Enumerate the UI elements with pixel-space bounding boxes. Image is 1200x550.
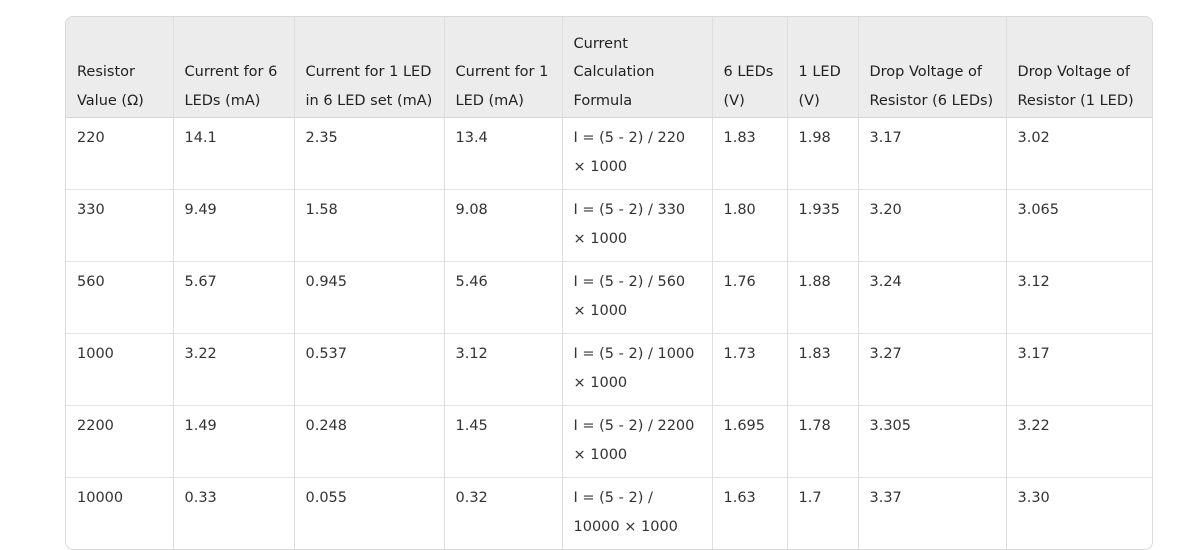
- table-cell: 3.065: [1006, 189, 1152, 262]
- table-cell: 1.76: [712, 261, 788, 334]
- table-cell: 3.24: [858, 261, 1007, 334]
- table-cell: 560: [66, 261, 174, 334]
- table-cell: 1000: [66, 333, 174, 406]
- table-cell: 0.248: [294, 405, 445, 478]
- table-cell: 330: [66, 189, 174, 262]
- table-cell: 9.49: [173, 189, 295, 262]
- table-cell: 3.12: [444, 333, 563, 406]
- table-cell: 0.33: [173, 477, 295, 549]
- header-drop-voltage-1-led: Drop Voltage of Resistor (1 LED): [1006, 17, 1152, 118]
- table-cell: 0.945: [294, 261, 445, 334]
- table-cell: 3.17: [1006, 333, 1152, 406]
- table-row: 2200 1.49 0.248 1.45 I = (5 - 2) / 2200 …: [66, 405, 1152, 478]
- header-resistor-value: Resistor Value (Ω): [66, 17, 174, 118]
- table-cell: 3.12: [1006, 261, 1152, 334]
- header-formula: Current Calculation Formula: [562, 17, 713, 118]
- table-cell: I = (5 - 2) / 220 × 1000: [562, 117, 713, 190]
- table-cell: I = (5 - 2) / 560 × 1000: [562, 261, 713, 334]
- table-body: 220 14.1 2.35 13.4 I = (5 - 2) / 220 × 1…: [66, 117, 1152, 549]
- table-cell: 2200: [66, 405, 174, 478]
- table-cell: 1.49: [173, 405, 295, 478]
- resistor-led-table: Resistor Value (Ω) Current for 6 LEDs (m…: [66, 17, 1152, 549]
- table-cell: 2.35: [294, 117, 445, 190]
- header-1-led-voltage: 1 LED (V): [787, 17, 859, 118]
- table-cell: 1.78: [787, 405, 859, 478]
- table-cell: 10000: [66, 477, 174, 549]
- header-current-1-led: Current for 1 LED (mA): [444, 17, 563, 118]
- header-current-6-leds: Current for 6 LEDs (mA): [173, 17, 295, 118]
- table-cell: 0.32: [444, 477, 563, 549]
- table-cell: 3.37: [858, 477, 1007, 549]
- table-cell: 1.7: [787, 477, 859, 549]
- table-cell: 3.22: [1006, 405, 1152, 478]
- table-cell: 3.27: [858, 333, 1007, 406]
- table-row: 330 9.49 1.58 9.08 I = (5 - 2) / 330 × 1…: [66, 189, 1152, 262]
- table-cell: 1.98: [787, 117, 859, 190]
- table-cell: 1.88: [787, 261, 859, 334]
- table-row: 1000 3.22 0.537 3.12 I = (5 - 2) / 1000 …: [66, 333, 1152, 406]
- table-cell: I = (5 - 2) / 1000 × 1000: [562, 333, 713, 406]
- table-row: 10000 0.33 0.055 0.32 I = (5 - 2) / 1000…: [66, 477, 1152, 549]
- table-cell: 1.695: [712, 405, 788, 478]
- table-cell: 1.63: [712, 477, 788, 549]
- table-cell: 13.4: [444, 117, 563, 190]
- table-cell: 3.30: [1006, 477, 1152, 549]
- table-cell: 3.17: [858, 117, 1007, 190]
- data-table-container: Resistor Value (Ω) Current for 6 LEDs (m…: [65, 16, 1153, 550]
- table-cell: I = (5 - 2) / 2200 × 1000: [562, 405, 713, 478]
- table-cell: 0.537: [294, 333, 445, 406]
- table-cell: 3.02: [1017, 130, 1050, 146]
- table-cell: 14.1: [173, 117, 295, 190]
- header-drop-voltage-6-leds: Drop Voltage of Resistor (6 LEDs): [858, 17, 1007, 118]
- table-cell: 1.80: [712, 189, 788, 262]
- table-cell: I = (5 - 2) / 10000 × 1000: [562, 477, 713, 549]
- header-current-1-led-in-set: Current for 1 LED in 6 LED set (mA): [294, 17, 445, 118]
- table-cell: 3.305: [858, 405, 1007, 478]
- table-cell: 1.73: [712, 333, 788, 406]
- table-cell: 3.22: [173, 333, 295, 406]
- table-cell: 5.46: [444, 261, 563, 334]
- table-cell: 1.83: [712, 117, 788, 190]
- table-cell: 1.83: [787, 333, 859, 406]
- table-cell: 3.20: [858, 189, 1007, 262]
- table-cell: 5.67: [173, 261, 295, 334]
- table-cell: 0.055: [294, 477, 445, 549]
- table-cell: 1.58: [294, 189, 445, 262]
- header-row: Resistor Value (Ω) Current for 6 LEDs (m…: [66, 17, 1152, 118]
- table-cell: 1.45: [444, 405, 563, 478]
- table-row: 220 14.1 2.35 13.4 I = (5 - 2) / 220 × 1…: [66, 117, 1152, 190]
- table-cell: 220: [66, 117, 174, 190]
- table-header: Resistor Value (Ω) Current for 6 LEDs (m…: [66, 17, 1152, 118]
- header-6-leds-voltage: 6 LEDs (V): [712, 17, 788, 118]
- table-row: 560 5.67 0.945 5.46 I = (5 - 2) / 560 × …: [66, 261, 1152, 334]
- table-cell: 1.935: [787, 189, 859, 262]
- table-cell: 9.08: [444, 189, 563, 262]
- table-cell: I = (5 - 2) / 330 × 1000: [562, 189, 713, 262]
